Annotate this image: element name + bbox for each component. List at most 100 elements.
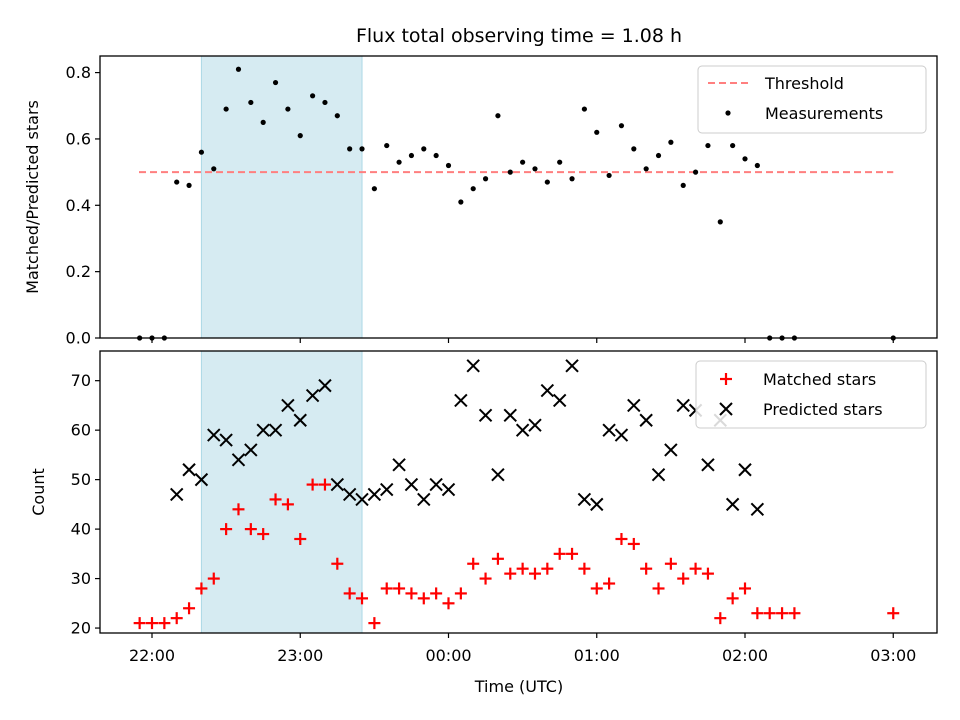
predicted-star-point bbox=[194, 472, 209, 487]
measurement-point bbox=[198, 149, 205, 155]
measurement-point bbox=[396, 159, 402, 165]
matched-star-point bbox=[528, 567, 541, 580]
measurement-points bbox=[137, 66, 896, 341]
predicted-star-point bbox=[515, 423, 530, 437]
predicted-star-point bbox=[404, 477, 419, 492]
measurement-point bbox=[223, 106, 229, 112]
measurement-point bbox=[680, 182, 686, 188]
measurement-point bbox=[248, 99, 254, 106]
legend-matched-label: Matched stars bbox=[763, 370, 876, 389]
measurement-point bbox=[260, 119, 266, 125]
matched-star-point bbox=[603, 577, 616, 590]
predicted-star-point bbox=[651, 467, 666, 482]
chart-title: Flux total observing time = 1.08 h bbox=[356, 25, 682, 47]
matched-star-point bbox=[751, 607, 764, 620]
matched-star-point bbox=[158, 617, 171, 630]
measurement-point bbox=[581, 106, 587, 112]
matched-star-point bbox=[776, 607, 789, 620]
predicted-star-point bbox=[330, 477, 345, 492]
measurement-point bbox=[347, 146, 353, 152]
predicted-star-point bbox=[256, 423, 270, 437]
y-tick-label: 0.8 bbox=[66, 63, 91, 82]
matched-star-point bbox=[207, 572, 220, 585]
predicted-star-point bbox=[676, 398, 690, 413]
measurement-point bbox=[322, 99, 328, 106]
measurement-point bbox=[186, 182, 192, 188]
matched-star-point bbox=[504, 567, 517, 580]
legend-threshold-label: Threshold bbox=[764, 74, 844, 93]
measurement-point bbox=[631, 146, 637, 152]
matched-star-point bbox=[714, 612, 727, 625]
predicted-star-point bbox=[231, 453, 246, 467]
matched-star-point bbox=[232, 503, 245, 516]
y-tick-label: 40 bbox=[71, 520, 91, 539]
measurement-point bbox=[408, 152, 415, 159]
predicted-star-point bbox=[627, 398, 641, 413]
predicted-star-point bbox=[552, 393, 567, 408]
matched-star-point bbox=[553, 547, 566, 560]
matched-star-point bbox=[701, 567, 714, 580]
matched-star-point bbox=[887, 607, 900, 620]
matched-star-point bbox=[318, 478, 331, 491]
predicted-star-point bbox=[219, 433, 233, 447]
matched-star-point bbox=[257, 528, 270, 541]
matched-star-point bbox=[269, 493, 282, 506]
measurement-point bbox=[606, 172, 612, 179]
x-tick-label: 23:00 bbox=[277, 646, 323, 665]
matched-star-point bbox=[281, 498, 294, 511]
predicted-star-point bbox=[565, 359, 579, 373]
matched-star-point bbox=[393, 582, 406, 595]
measurement-point bbox=[235, 66, 242, 72]
legend-predicted-swatch bbox=[719, 402, 733, 416]
predicted-star-point bbox=[664, 443, 678, 457]
matched-star-point bbox=[417, 592, 430, 605]
predicted-star-point bbox=[170, 487, 184, 502]
top-panel: 0.00.20.40.60.8 Matched/Predicted stars … bbox=[23, 55, 938, 348]
observing-window-shade-bottom bbox=[200, 350, 363, 634]
matched-star-point bbox=[244, 523, 257, 536]
measurement-point bbox=[717, 219, 723, 225]
legend-measurements-swatch bbox=[725, 110, 731, 116]
predicted-star-point bbox=[750, 502, 765, 517]
y-tick-label: 50 bbox=[71, 470, 91, 489]
predicted-star-point bbox=[701, 458, 715, 472]
measurement-point bbox=[532, 166, 538, 172]
matched-star-point bbox=[479, 572, 492, 585]
bottom-y-ticks: 20 30 40 50 60 70 bbox=[71, 371, 100, 638]
predicted-star-point bbox=[466, 359, 480, 373]
matched-star-point bbox=[627, 537, 640, 550]
matched-star-point bbox=[541, 562, 554, 575]
matched-star-point bbox=[442, 597, 455, 610]
matched-star-point bbox=[689, 562, 702, 575]
top-y-axis-label: Matched/Predicted stars bbox=[23, 100, 42, 294]
predicted-star-point bbox=[491, 467, 505, 482]
y-tick-label: 0.6 bbox=[66, 129, 91, 148]
bottom-y-axis-label: Count bbox=[29, 468, 48, 516]
predicted-star-point bbox=[244, 443, 258, 457]
measurement-point bbox=[668, 139, 674, 145]
measurement-point bbox=[569, 176, 575, 182]
predicted-star-point bbox=[602, 423, 616, 437]
measurement-point bbox=[705, 142, 711, 149]
predicted-star-point bbox=[268, 423, 283, 437]
matched-star-point bbox=[220, 523, 233, 536]
measurement-point bbox=[482, 176, 489, 182]
y-tick-label: 20 bbox=[71, 619, 91, 638]
matched-star-point bbox=[615, 533, 628, 545]
measurement-point bbox=[211, 166, 217, 172]
measurement-point bbox=[655, 152, 662, 159]
legend-predicted-label: Predicted stars bbox=[763, 400, 883, 419]
bottom-panel: 20 30 40 50 60 70 22:00 23:00 00:00 01:00 02:00 03… bbox=[29, 350, 938, 696]
top-x-ticks bbox=[151, 338, 894, 343]
matched-star-point bbox=[677, 572, 690, 585]
measurement-point bbox=[557, 159, 563, 165]
predicted-star-point bbox=[355, 492, 369, 507]
measurement-point bbox=[310, 93, 316, 99]
predicted-star-point bbox=[639, 413, 653, 427]
matched-star-point bbox=[170, 612, 183, 625]
predicted-star-point bbox=[577, 492, 592, 507]
matched-star-point bbox=[430, 587, 443, 600]
measurement-point bbox=[359, 146, 365, 152]
predicted-star-point bbox=[738, 463, 752, 477]
